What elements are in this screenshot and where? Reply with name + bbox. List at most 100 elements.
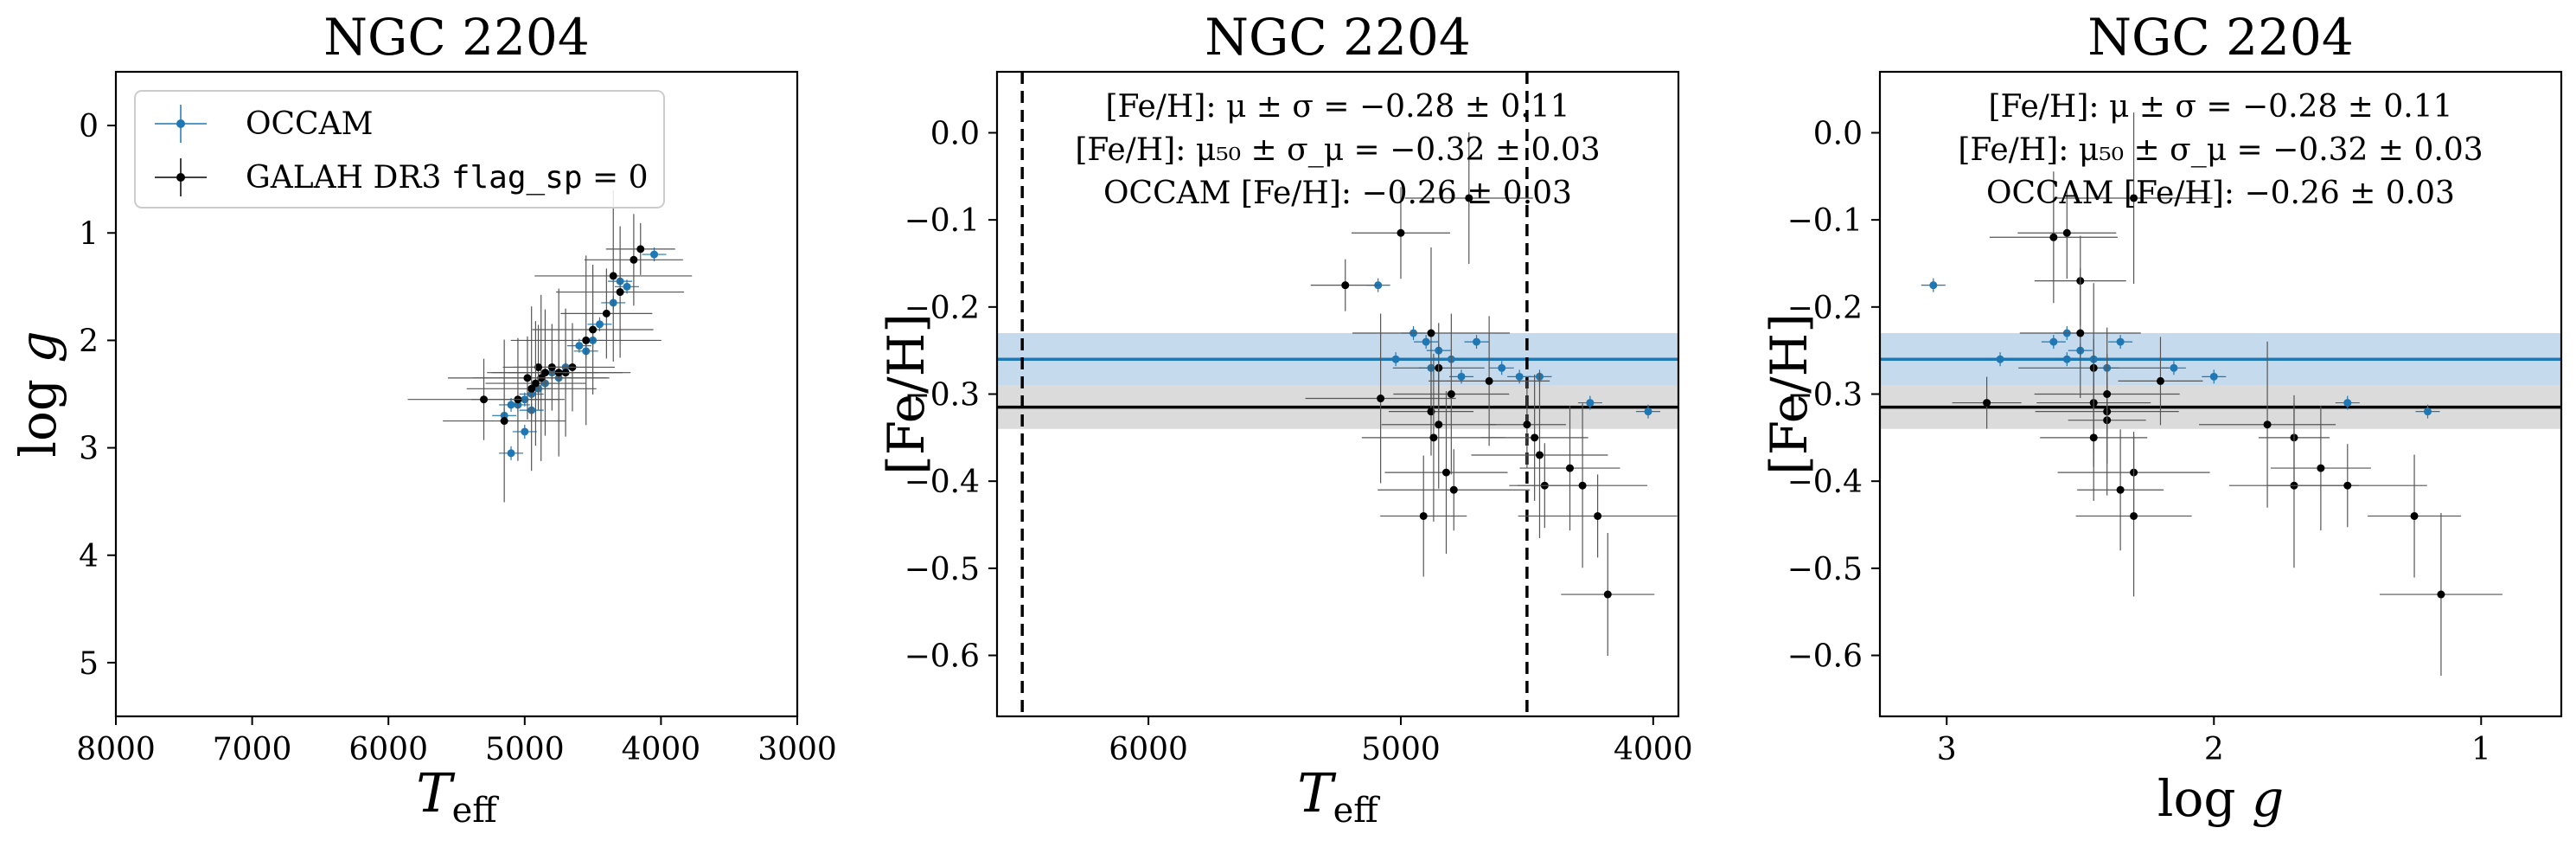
x-tick-label: 1 — [2471, 732, 2491, 767]
point — [1384, 391, 1508, 555]
occam-point — [1422, 337, 1430, 346]
galah-point — [1427, 407, 1435, 416]
point — [587, 317, 612, 331]
point — [1507, 369, 1532, 384]
occam-point — [1586, 399, 1595, 407]
y-axis-label: [Fe/H] — [1760, 313, 1819, 475]
galah-point — [2263, 420, 2272, 429]
galah-point — [589, 325, 598, 334]
point — [1487, 381, 1566, 468]
galah-point — [609, 272, 617, 280]
y-tick-label: −0.2 — [904, 291, 980, 326]
y-tick-label: 3 — [79, 432, 99, 467]
point — [1414, 335, 1439, 350]
point — [1377, 449, 1531, 531]
point — [2019, 268, 2141, 399]
y-tick-label: 5 — [79, 646, 99, 682]
y-axis-label: [Fe/H] — [877, 313, 936, 475]
y-tick-label: −0.2 — [1787, 291, 1863, 326]
point — [2118, 337, 2203, 426]
galah-point — [636, 245, 645, 253]
occam-point — [2049, 337, 2058, 346]
chart-title: NGC 2204 — [2087, 8, 2354, 67]
galah-point — [534, 363, 543, 371]
x-axis-label: log g — [2157, 769, 2284, 828]
x-tick-label: 6000 — [348, 732, 428, 767]
legend-marker — [176, 173, 185, 182]
galah-point — [630, 255, 638, 264]
annotation-median: [Fe/H]: μ₅₀ ± σ_μ = −0.32 ± 0.03 — [1958, 132, 2483, 168]
galah-point — [523, 374, 532, 382]
galah-point — [480, 395, 489, 404]
galah-point — [531, 379, 540, 388]
panel-3: 3 2 1 0.0 −0.1 −0.2 −0.3 −0.4 −0.5 −0.6 NGC 2204 lo… — [1760, 8, 2563, 828]
galah-point — [1435, 420, 1443, 429]
point — [2379, 513, 2502, 677]
point — [485, 321, 586, 446]
galah-point — [2089, 433, 2098, 442]
galah-point — [2076, 329, 2085, 337]
occam-point — [623, 282, 631, 291]
point — [1489, 361, 1514, 375]
occam-point — [507, 449, 515, 458]
point — [1388, 367, 1473, 456]
galah-point — [1341, 281, 1350, 290]
occam-point — [521, 427, 529, 436]
point — [2368, 454, 2462, 578]
point — [2415, 404, 2440, 419]
legend-entry-label: GALAH DR3 flag_sp = 0 — [246, 160, 649, 196]
legend-box — [134, 90, 665, 209]
y-axis-label: log g — [9, 330, 67, 457]
galah-point — [1594, 511, 1602, 520]
y-tick-label: 1 — [79, 216, 99, 252]
chart-title: NGC 2204 — [323, 8, 590, 67]
galah-point — [1465, 194, 1473, 202]
occam-point — [1457, 372, 1466, 381]
occam-point — [1391, 355, 1400, 363]
legend-entry-label: OCCAM — [246, 106, 373, 142]
point — [1393, 313, 1510, 475]
occam-point — [2209, 372, 2218, 381]
x-tick-label: 8000 — [76, 732, 156, 767]
y-tick-label: −0.3 — [1787, 378, 1863, 414]
y-tick-label: 0.0 — [1813, 116, 1863, 151]
galah-point — [2317, 464, 2325, 472]
occam-point — [1515, 372, 1524, 381]
galah-point — [1531, 433, 1539, 442]
galah-point — [540, 369, 549, 377]
galah-point — [2437, 590, 2445, 599]
point — [1518, 403, 1648, 568]
galah-point — [1535, 451, 1544, 459]
x-axis-label: Teff — [416, 761, 499, 831]
point — [2034, 354, 2180, 434]
galah-point — [2062, 228, 2071, 237]
y-tick-label: 2 — [79, 324, 99, 359]
occam-point — [1473, 337, 1481, 346]
y-tick-label: 0.0 — [930, 116, 980, 151]
occam-point — [1929, 281, 1938, 290]
point — [2335, 395, 2360, 410]
occam-point — [650, 250, 659, 259]
panel-2: 6000 5000 4000 0.0 −0.1 −0.2 −0.3 −0.4 −0.5 −0.6 N… — [877, 8, 1693, 831]
galah-point — [2156, 376, 2164, 385]
point — [1561, 533, 1655, 657]
y-tick-label: −0.1 — [1787, 203, 1863, 239]
y-tick-label: −0.5 — [1787, 552, 1863, 587]
chart-title: NGC 2204 — [1205, 8, 1471, 67]
annotation-median: [Fe/H]: μ₅₀ ± σ_μ = −0.32 ± 0.03 — [1075, 132, 1600, 168]
occam-point — [2116, 337, 2125, 346]
point — [534, 189, 693, 362]
point — [584, 214, 683, 306]
galah-point — [616, 288, 624, 297]
annotation-occam: OCCAM [Fe/H]: −0.26 ± 0.03 — [1103, 176, 1572, 211]
point — [2270, 406, 2371, 531]
galah-point — [1603, 590, 1612, 599]
point — [615, 279, 639, 294]
point — [447, 336, 607, 420]
point — [642, 247, 667, 262]
point — [407, 358, 560, 440]
point — [1380, 455, 1467, 577]
galah-point — [500, 417, 508, 426]
point — [1518, 474, 1678, 558]
point — [1384, 352, 1409, 367]
